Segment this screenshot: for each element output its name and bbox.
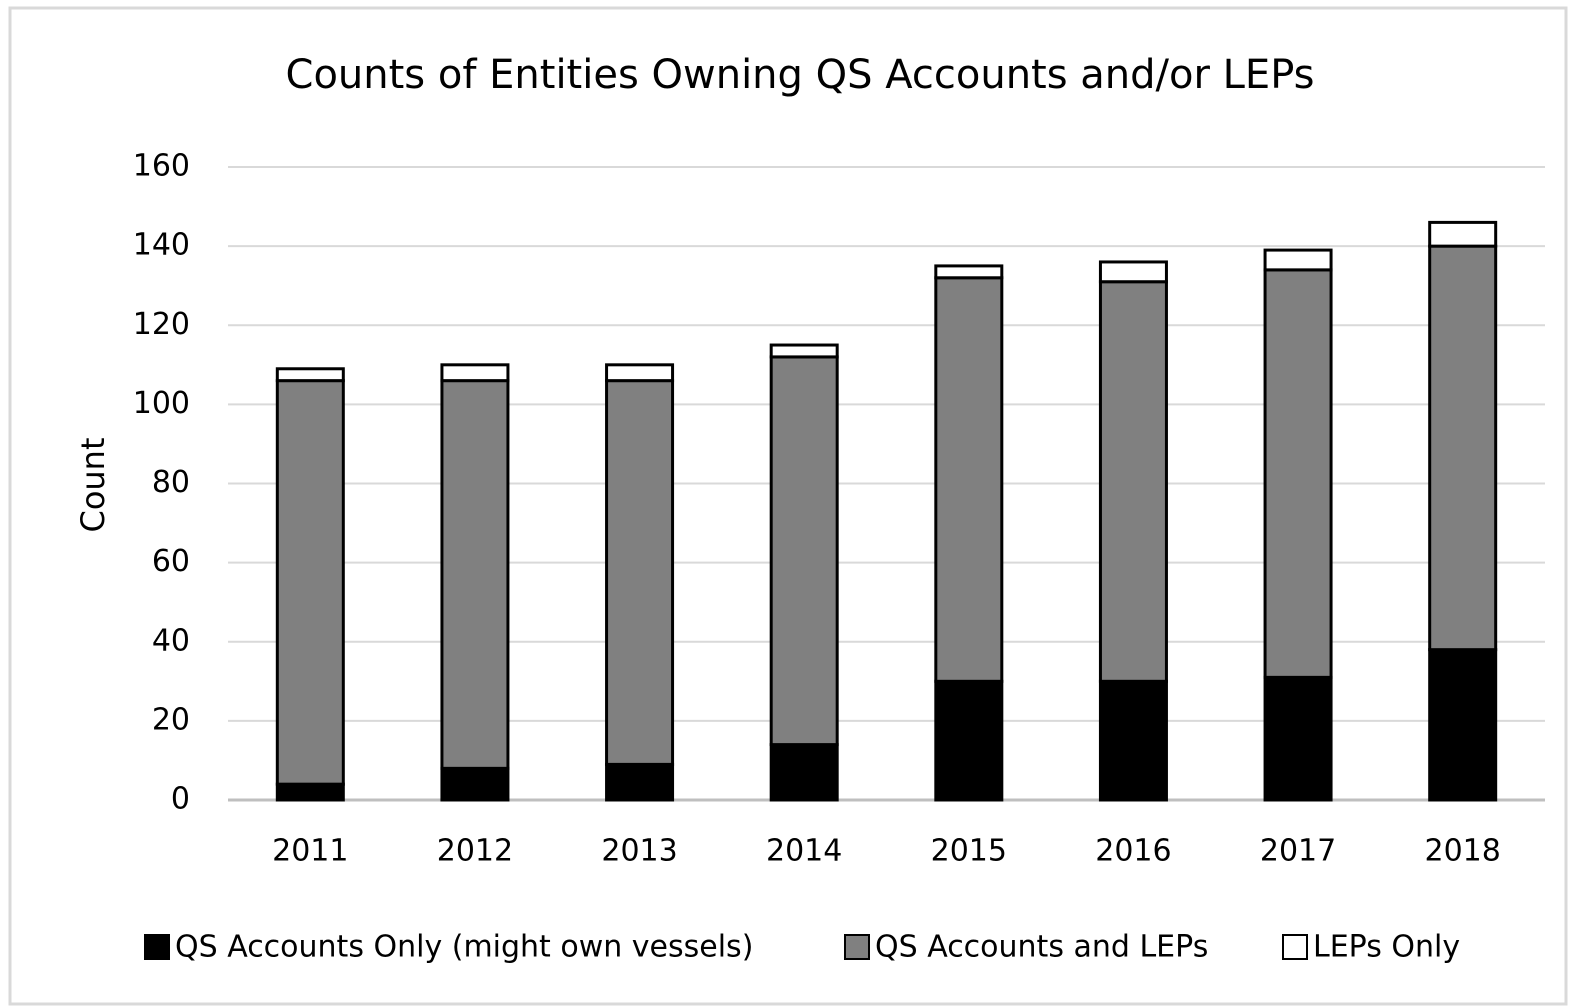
bar-segment: [605, 762, 675, 802]
bar-segment: [1428, 220, 1498, 248]
y-tick-label: 100: [133, 386, 190, 421]
x-tick-label: 2015: [931, 834, 1007, 869]
bar-segment: [440, 363, 510, 383]
y-tick-label: 40: [152, 623, 190, 658]
x-tick-label: 2012: [437, 834, 513, 869]
legend-swatch: [144, 934, 170, 960]
bar-segment: [1428, 244, 1498, 652]
bar-segment: [1098, 679, 1168, 802]
bar-segment: [1263, 675, 1333, 802]
y-tick-label: 80: [152, 465, 190, 500]
legend-label: QS Accounts Only (might own vessels): [175, 930, 753, 965]
chart-title: Counts of Entities Owning QS Accounts an…: [286, 52, 1315, 98]
bar-segment: [1428, 648, 1498, 802]
bar-segment: [275, 379, 345, 786]
bar-segment: [275, 367, 345, 383]
legend-label: QS Accounts and LEPs: [875, 930, 1208, 965]
legend-swatch: [844, 934, 870, 960]
y-axis-title: Count: [74, 437, 112, 532]
legend-label: LEPs Only: [1313, 930, 1460, 965]
y-tick-label: 60: [152, 544, 190, 579]
x-tick-label: 2017: [1260, 834, 1336, 869]
bar-segment: [1098, 260, 1168, 284]
x-tick-label: 2018: [1425, 834, 1501, 869]
legend-swatch: [1282, 934, 1308, 960]
y-tick-label: 0: [171, 782, 190, 817]
bar-segment: [934, 264, 1004, 280]
bar-segment: [1098, 280, 1168, 683]
bar-segment: [1263, 248, 1333, 272]
bar-segment: [934, 679, 1004, 802]
bar-segment: [275, 782, 345, 802]
x-tick-label: 2014: [766, 834, 842, 869]
bar-segment: [440, 379, 510, 770]
y-tick-label: 20: [152, 702, 190, 737]
bar-segment: [934, 276, 1004, 683]
x-tick-label: 2011: [272, 834, 348, 869]
y-tick-label: 120: [133, 307, 190, 342]
x-tick-label: 2013: [601, 834, 677, 869]
bar-segment: [605, 363, 675, 383]
bar-segment: [605, 379, 675, 766]
bar-segment: [769, 743, 839, 802]
y-tick-label: 160: [133, 149, 190, 184]
y-tick-label: 140: [133, 228, 190, 263]
bar-segment: [769, 343, 839, 359]
bar-segment: [769, 355, 839, 747]
x-tick-label: 2016: [1095, 834, 1171, 869]
bar-segment: [440, 766, 510, 802]
bar-segment: [1263, 268, 1333, 679]
